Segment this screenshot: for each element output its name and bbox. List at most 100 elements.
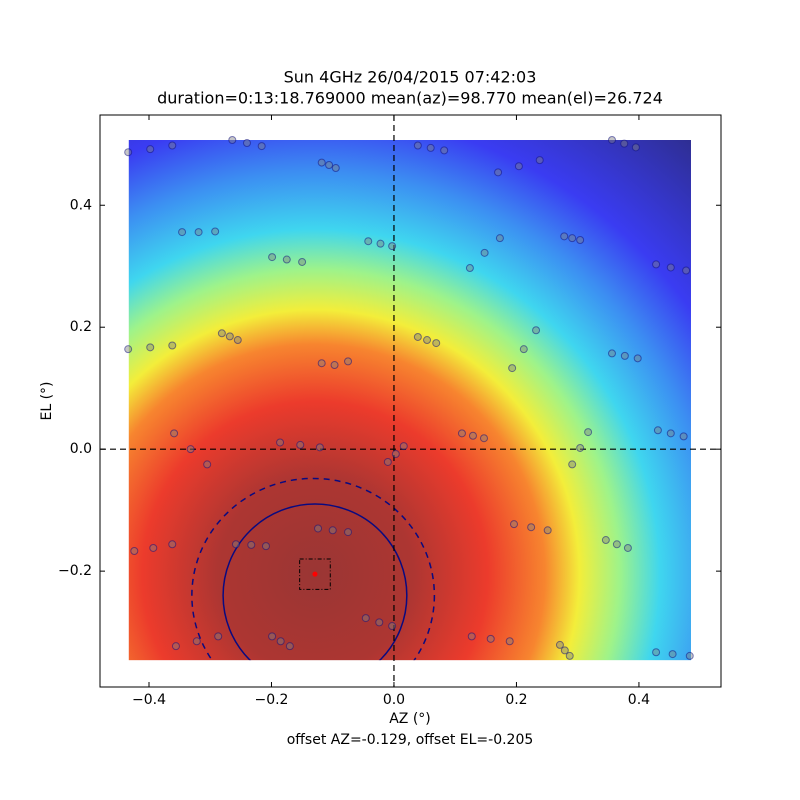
scatter-point: [465, 264, 474, 273]
scatter-point: [668, 650, 677, 659]
scatter-point: [399, 442, 408, 451]
heatmap: [128, 140, 691, 661]
scatter-point: [631, 143, 640, 152]
scatter-point: [652, 648, 661, 657]
scatter-point: [467, 632, 476, 641]
scatter-point: [124, 345, 133, 354]
scatter-point: [576, 236, 585, 245]
scatter-point: [494, 168, 503, 177]
scatter-point: [679, 432, 688, 441]
scatter-point: [146, 145, 155, 154]
scatter-point: [233, 336, 242, 345]
scatter-point: [268, 253, 277, 262]
x-tick-label: 0.0: [383, 692, 405, 708]
scatter-point: [620, 139, 629, 148]
scatter-point: [633, 354, 642, 363]
scatter-point: [257, 142, 266, 151]
scatter-point: [508, 364, 517, 373]
scatter-point: [432, 339, 441, 348]
scatter-point: [330, 361, 339, 370]
scatter-point: [314, 524, 323, 533]
scatter-point: [568, 460, 577, 469]
contour: [222, 503, 408, 661]
scatter-point: [178, 228, 187, 237]
scatter-point: [211, 227, 220, 236]
x-axis-label: AZ (°): [389, 711, 431, 727]
scatter-point: [565, 651, 574, 660]
scatter-point: [514, 162, 523, 171]
scatter-point: [130, 547, 139, 556]
scatter-point: [519, 345, 528, 354]
scatter-point: [364, 237, 373, 246]
scatter-point: [168, 141, 177, 150]
scatter-point: [584, 428, 593, 437]
scatter-point: [344, 528, 353, 537]
y-axis-label: EL (°): [39, 381, 55, 420]
scatter-point: [247, 540, 256, 549]
scatter-point: [328, 526, 337, 535]
scatter-point: [666, 263, 675, 272]
scatter-point: [361, 614, 370, 623]
scatter-point: [479, 434, 488, 443]
scatter-point: [607, 349, 616, 358]
scatter-point: [560, 232, 569, 241]
scatter-point: [315, 443, 324, 452]
scatter-point: [535, 156, 544, 165]
scatter-point: [623, 543, 632, 552]
x-tick-label: 0.2: [505, 692, 527, 708]
scatter-point: [388, 242, 397, 251]
scatter-point: [331, 164, 340, 173]
scatter-point: [560, 646, 569, 655]
scatter-point: [457, 429, 466, 438]
y-tick-label: 0.2: [70, 319, 92, 335]
scatter-point: [296, 440, 305, 449]
scatter-point: [124, 148, 133, 157]
contour: [191, 477, 436, 661]
scatter-point: [194, 228, 203, 237]
scatter-point: [423, 336, 432, 345]
scatter-point: [170, 429, 179, 438]
scatter-point: [317, 158, 326, 167]
chart-title: Sun 4GHz 26/04/2015 07:42:03: [284, 68, 537, 87]
scatter-point: [495, 234, 504, 243]
scatter-point: [543, 526, 552, 535]
scatter-point: [285, 642, 294, 651]
scatter-point: [325, 161, 334, 170]
scatter-point: [532, 326, 541, 335]
y-tick-label: 0.0: [70, 441, 92, 457]
scatter-point: [171, 642, 180, 651]
scatter-point: [413, 141, 422, 150]
scatter-point: [146, 343, 155, 352]
scatter-point: [666, 429, 675, 438]
scatter-point: [620, 351, 629, 360]
scatter-point: [682, 266, 691, 275]
scatter-point: [653, 426, 662, 435]
scatter-point: [192, 637, 201, 646]
scatter-point: [486, 634, 495, 643]
scatter-point: [468, 431, 477, 440]
scatter-point: [652, 260, 661, 269]
annotation: offset AZ=-0.129, offset EL=-0.205: [287, 732, 534, 748]
scatter-point: [413, 332, 422, 341]
scatter-point: [344, 357, 353, 366]
scatter-point: [228, 136, 237, 145]
scatter-point: [601, 536, 610, 545]
scatter-point: [480, 248, 489, 257]
scatter-point: [203, 460, 212, 469]
scatter-point: [505, 637, 514, 646]
scatter-point: [440, 146, 449, 155]
scatter-point: [282, 255, 291, 264]
scatter-point: [242, 139, 251, 148]
scatter-point: [268, 632, 277, 641]
scatter-point: [527, 523, 536, 532]
center-box: [299, 558, 331, 590]
scatter-point: [391, 450, 400, 459]
y-tick-label: 0.4: [70, 197, 92, 213]
scatter-point: [607, 136, 616, 145]
axes-frame: [99, 114, 722, 688]
scatter-point: [214, 632, 223, 641]
scatter-point: [231, 540, 240, 549]
scatter-point: [685, 651, 694, 660]
scatter-point: [568, 234, 577, 243]
